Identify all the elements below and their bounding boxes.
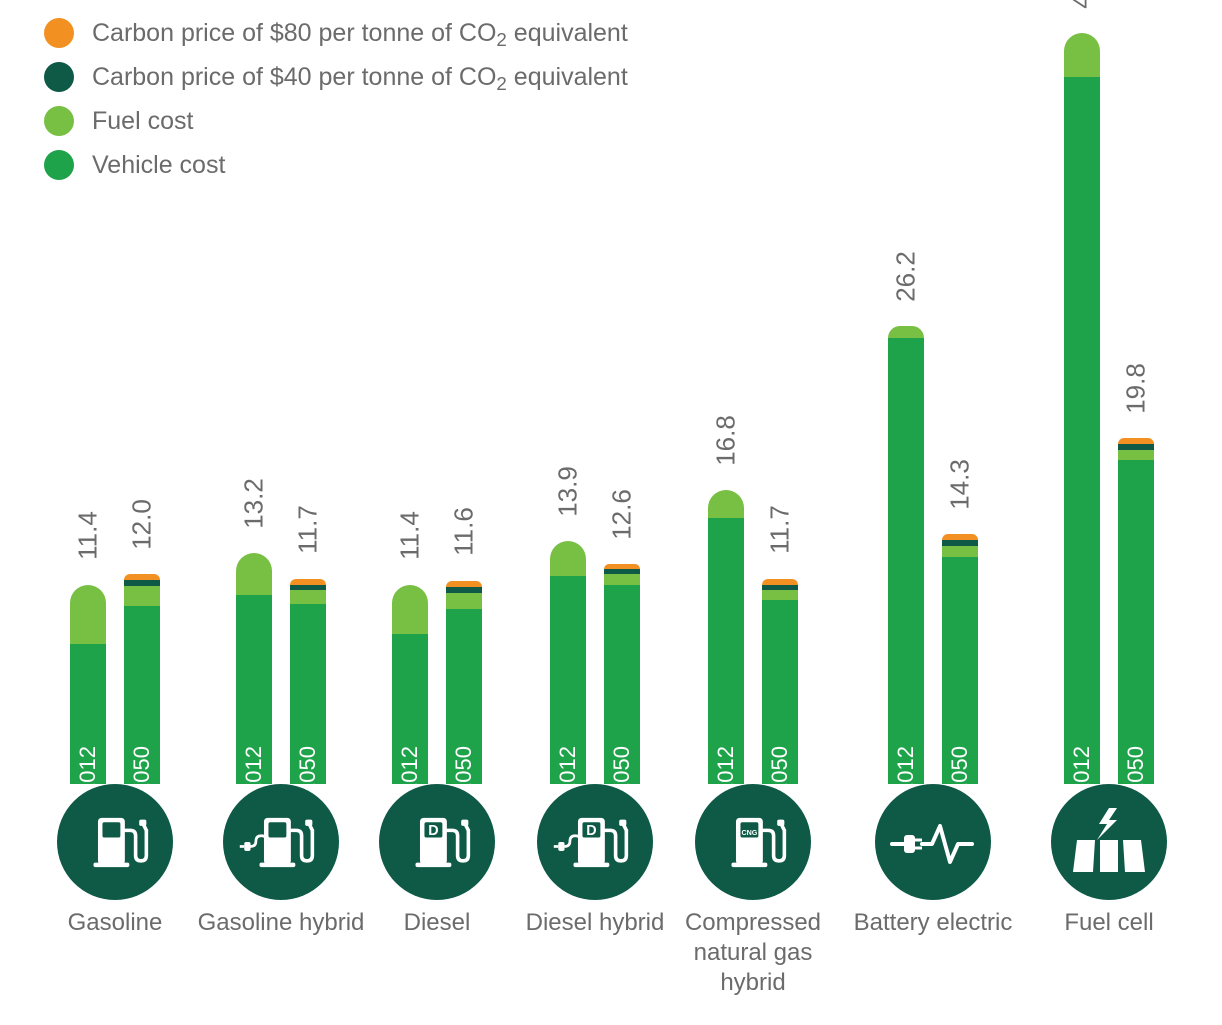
bars-wrap: 201216.8205011.7 (678, 24, 828, 784)
category-fuel-cell: 201242.9205019.8Fuel cell (1034, 0, 1184, 1000)
segment-carbon40 (942, 540, 978, 546)
pump-d-icon: D (379, 784, 495, 900)
bar-total-label: 12.6 (607, 489, 638, 540)
category-label: Diesel hybrid (510, 908, 680, 1000)
bars-wrap: 201211.4205011.6 (362, 24, 512, 784)
segment-carbon80 (604, 564, 640, 569)
segment-fuel (124, 586, 160, 605)
segment-carbon80 (124, 574, 160, 580)
bars-wrap: 201211.4205012.0 (40, 24, 190, 784)
segment-vehicle (888, 338, 924, 784)
category-diesel-hybrid: 201213.9205012.6DDiesel hybrid (520, 0, 670, 1000)
category-cng-hybrid: 201216.8205011.7CNGCompressed natural ga… (678, 0, 828, 1000)
category-battery-electric: 201226.2205014.3Battery electric (858, 0, 1008, 1000)
segment-carbon40 (1118, 444, 1154, 450)
chart-area: 201211.4205012.0Gasoline201213.2205011.7… (40, 0, 1190, 1000)
segment-carbon80 (290, 579, 326, 584)
svg-text:CNG: CNG (741, 829, 757, 837)
bars-wrap: 201213.9205012.6 (520, 24, 670, 784)
segment-fuel (550, 541, 586, 576)
category-diesel: 201211.4205011.6DDiesel (362, 0, 512, 1000)
category-label: Compressed natural gas hybrid (668, 908, 838, 1000)
segment-carbon80 (446, 581, 482, 587)
pump-d-plug-icon: D (537, 784, 653, 900)
segment-fuel (604, 574, 640, 585)
bar-total-label: 11.6 (449, 507, 480, 556)
bar-total-label: 13.2 (239, 478, 270, 529)
bar-total-label: 42.9 (1067, 0, 1098, 9)
segment-fuel (888, 326, 924, 338)
bar-total-label: 19.8 (1121, 363, 1152, 414)
segment-fuel (708, 490, 744, 518)
segment-fuel (762, 590, 798, 601)
category-label: Gasoline (30, 908, 200, 1000)
segment-carbon40 (604, 569, 640, 574)
segment-fuel (290, 590, 326, 604)
segment-carbon40 (446, 587, 482, 593)
bar-total-label: 13.9 (553, 466, 584, 517)
bar-total-label: 11.4 (73, 511, 104, 560)
bar-total-label: 14.3 (945, 459, 976, 510)
segment-fuel (1064, 33, 1100, 77)
bar-total-label: 16.8 (711, 415, 742, 466)
bar-total-label: 12.0 (127, 499, 158, 550)
segment-carbon80 (942, 534, 978, 540)
pump-icon (57, 784, 173, 900)
svg-text:D: D (428, 823, 438, 839)
segment-carbon40 (124, 580, 160, 586)
segment-fuel (1118, 450, 1154, 461)
bars-wrap: 201213.2205011.7 (206, 24, 356, 784)
segment-vehicle (1064, 77, 1100, 784)
bolt-panels-icon (1051, 784, 1167, 900)
bar-total-label: 26.2 (891, 251, 922, 302)
category-gasoline: 201211.4205012.0Gasoline (40, 0, 190, 1000)
segment-fuel (70, 585, 106, 645)
category-label: Battery electric (848, 908, 1018, 1000)
bars-wrap: 201242.9205019.8 (1034, 24, 1184, 784)
segment-carbon80 (762, 579, 798, 584)
segment-fuel (392, 585, 428, 634)
category-gasoline-hybrid: 201213.2205011.7Gasoline hybrid (206, 0, 356, 1000)
bar-total-label: 11.7 (293, 505, 324, 554)
plug-pulse-icon (875, 784, 991, 900)
category-label: Fuel cell (1024, 908, 1194, 1000)
bars-wrap: 201226.2205014.3 (858, 24, 1008, 784)
bar-total-label: 11.7 (765, 505, 796, 554)
segment-carbon40 (290, 585, 326, 590)
pump-plug-icon (223, 784, 339, 900)
segment-carbon80 (1118, 438, 1154, 444)
category-label: Gasoline hybrid (196, 908, 366, 1000)
segment-fuel (942, 546, 978, 557)
pump-cng-icon: CNG (695, 784, 811, 900)
svg-text:D: D (586, 823, 596, 839)
segment-carbon40 (762, 585, 798, 590)
category-label: Diesel (352, 908, 522, 1000)
bar-total-label: 11.4 (395, 511, 426, 560)
segment-fuel (236, 553, 272, 595)
segment-fuel (446, 593, 482, 609)
